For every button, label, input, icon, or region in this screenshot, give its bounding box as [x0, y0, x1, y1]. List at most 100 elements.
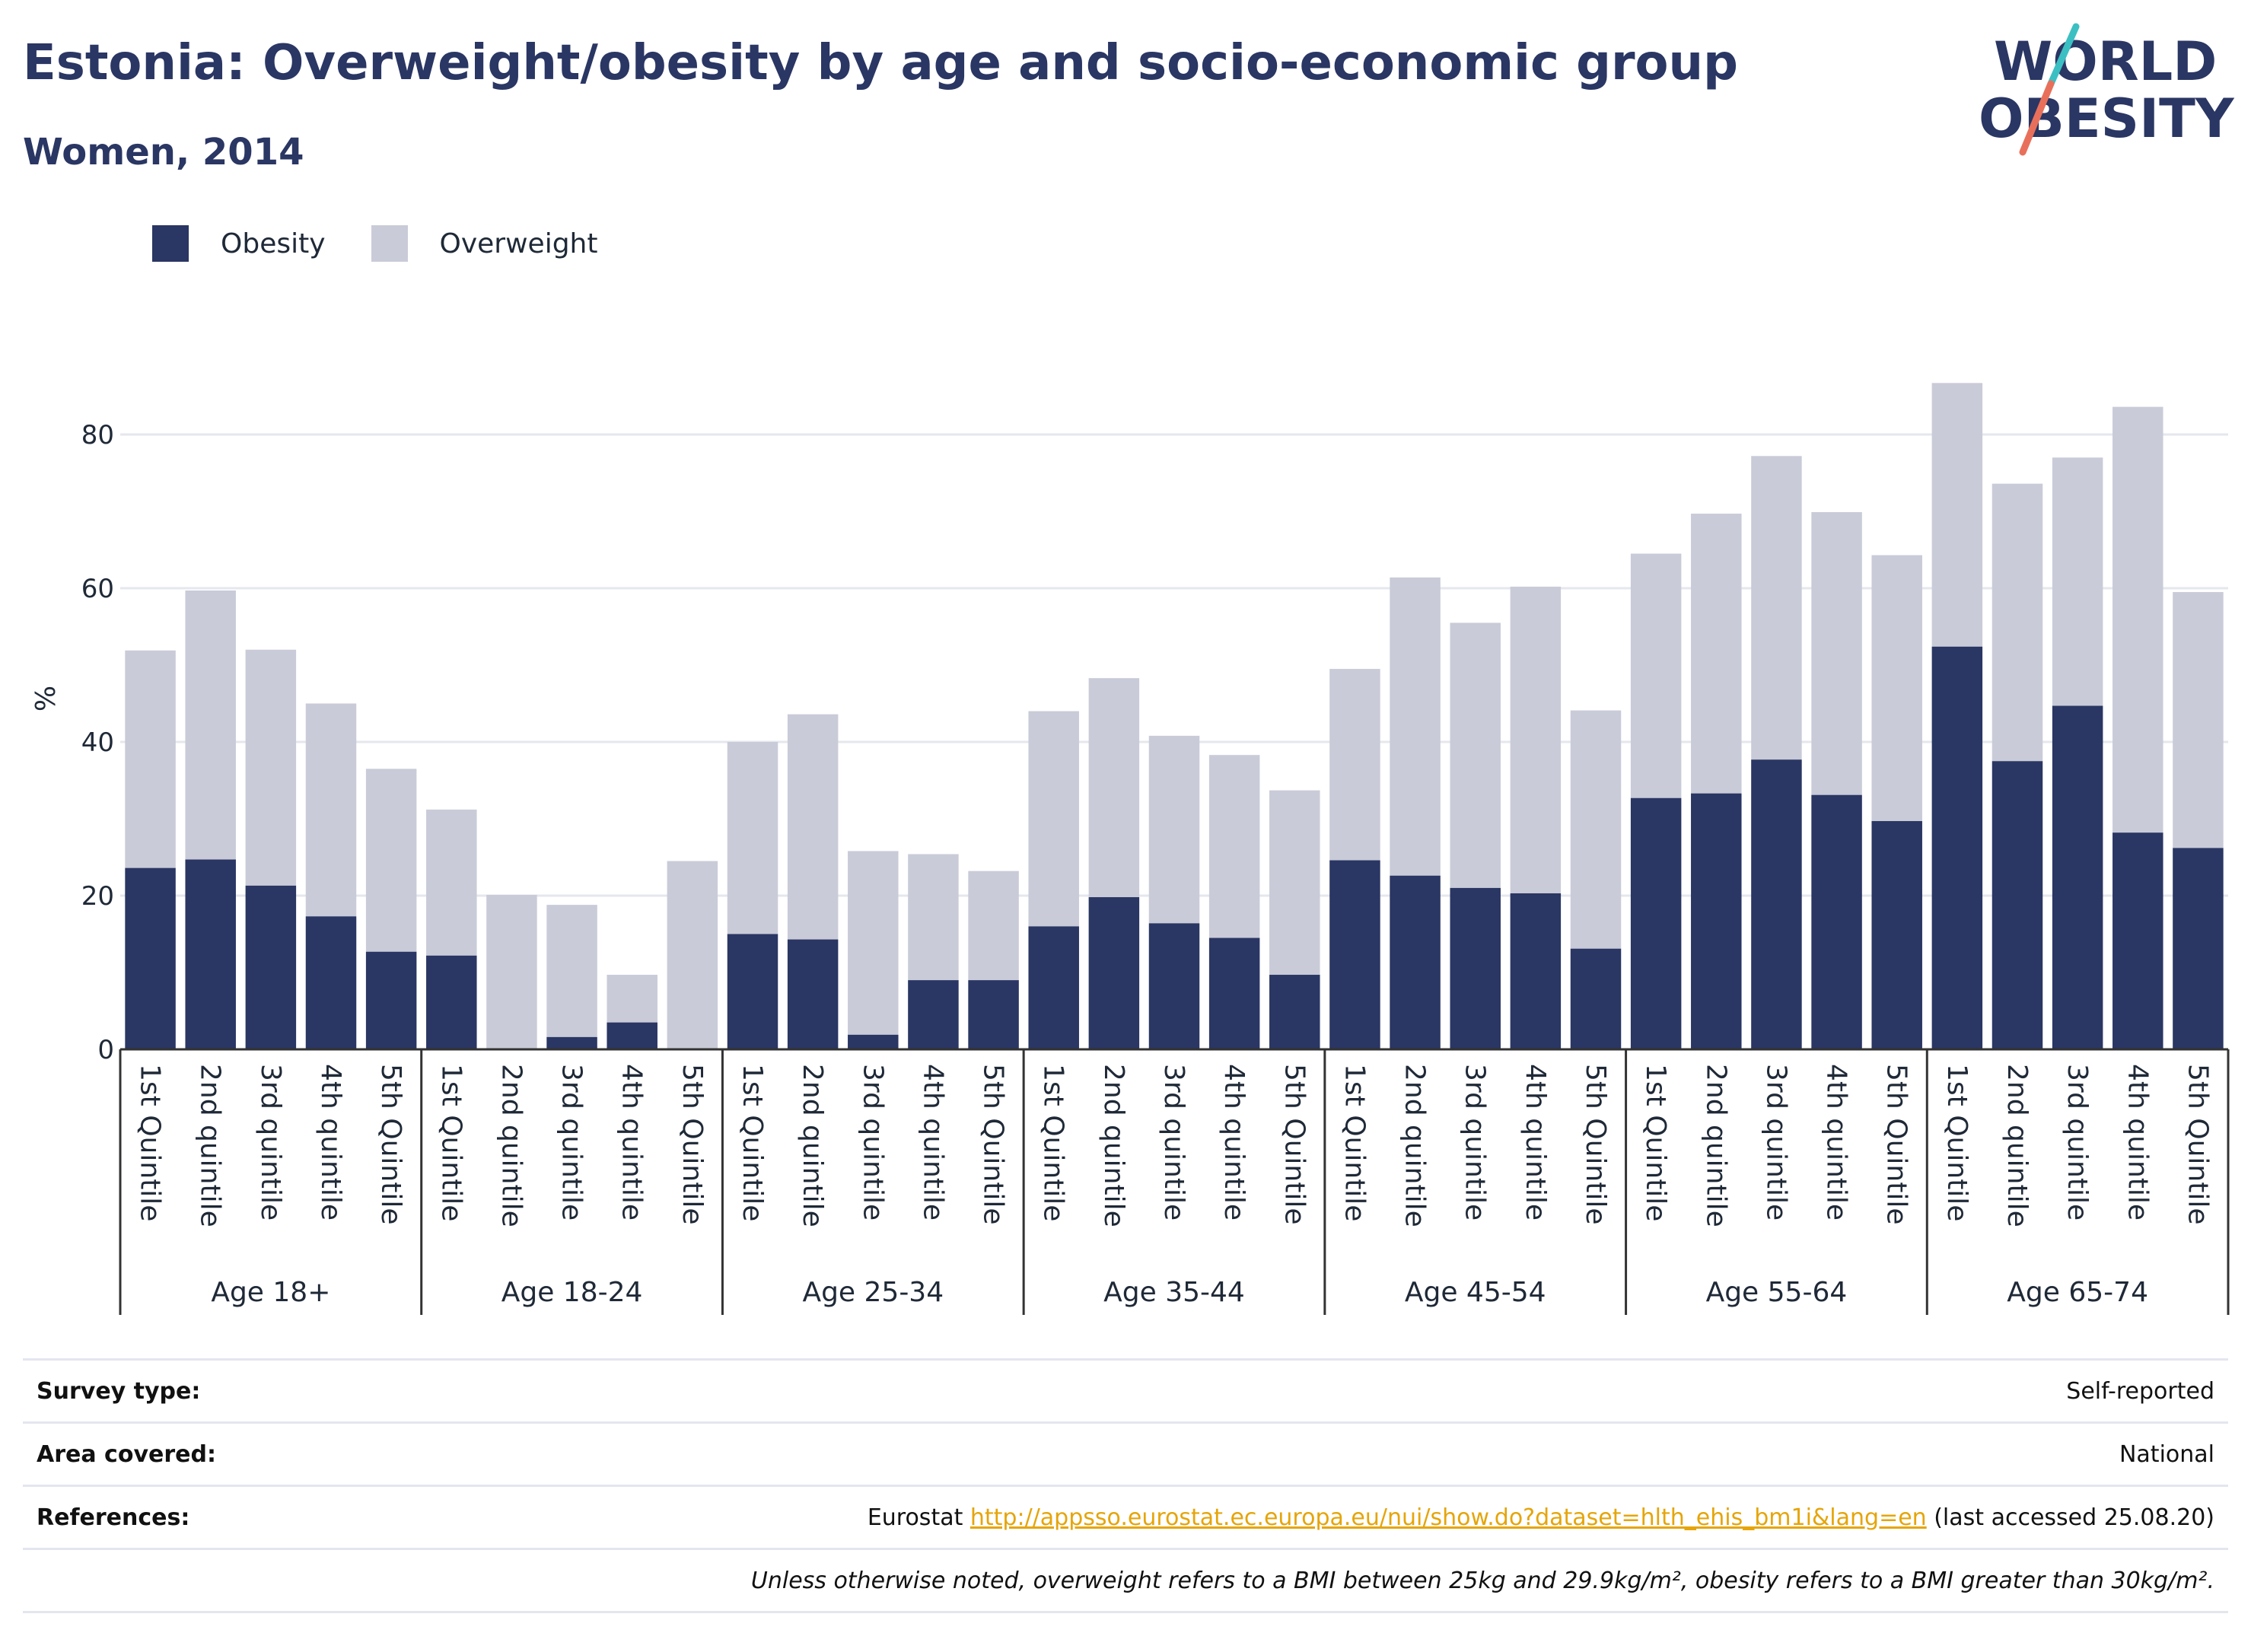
x-tick-label: 5th Quintile: [375, 1064, 406, 1225]
legend-swatch-overweight: [371, 225, 408, 262]
bar-obesity: [2052, 705, 2103, 1049]
x-tick-label: 2nd quintile: [2001, 1064, 2033, 1227]
chart-title: Estonia: Overweight/obesity by age and s…: [23, 35, 1738, 91]
x-tick-label: 5th Quintile: [677, 1064, 708, 1225]
x-tick-label: 3rd quintile: [2062, 1064, 2093, 1221]
bar-overweight: [1269, 790, 1320, 976]
bar-obesity: [1269, 975, 1320, 1049]
x-tick-label: 2nd quintile: [797, 1064, 828, 1227]
bar-obesity: [1329, 860, 1380, 1049]
bar-obesity: [245, 885, 297, 1049]
bar-overweight: [1450, 622, 1501, 888]
bar-overweight: [667, 861, 718, 1049]
survey-type-value: Self-reported: [2066, 1377, 2214, 1405]
bar-obesity: [1148, 923, 1200, 1049]
x-tick-label: 1st Quintile: [1941, 1064, 1972, 1221]
bar-overweight: [908, 854, 959, 981]
bar-obesity: [1390, 875, 1441, 1049]
x-tick-label: 1st Quintile: [435, 1064, 466, 1221]
y-tick-label: 0: [97, 1035, 114, 1065]
bar-overweight: [1751, 456, 1802, 760]
bars: [125, 383, 2224, 1049]
bar-overweight: [1329, 669, 1380, 861]
bar-obesity: [727, 934, 778, 1049]
x-tick-label: 3rd quintile: [556, 1064, 587, 1221]
x-tick-label: 5th Quintile: [1278, 1064, 1310, 1225]
bar-obesity: [305, 916, 357, 1049]
info-row-note: Unless otherwise noted, overweight refer…: [23, 1548, 2228, 1613]
bar-obesity: [1208, 937, 1260, 1049]
bar-overweight: [1510, 586, 1562, 893]
bar-overweight: [1691, 514, 1742, 794]
bar-obesity: [2173, 848, 2224, 1049]
legend-label-obesity: Obesity: [221, 228, 326, 259]
legend-label-overweight: Overweight: [439, 228, 598, 259]
x-tick-label: 3rd quintile: [1158, 1064, 1189, 1221]
bar-overweight: [1390, 577, 1441, 876]
x-tick-label: 2nd quintile: [195, 1064, 226, 1227]
bar-overweight: [968, 871, 1019, 981]
y-axis-label: %: [30, 686, 62, 711]
bar-overweight: [1208, 755, 1260, 938]
x-tick-label: 3rd quintile: [1760, 1064, 1791, 1221]
bar-overweight: [1148, 735, 1200, 924]
bar-overweight: [727, 742, 778, 934]
bar-obesity: [1088, 897, 1140, 1049]
bar-overweight: [607, 975, 657, 1023]
bar-obesity: [1811, 794, 1862, 1049]
logo-slash-bottom: [2019, 80, 2055, 156]
y-tick-label: 40: [81, 727, 114, 758]
bar-overweight: [125, 650, 176, 868]
bar-overweight: [1811, 512, 1862, 795]
bar-obesity: [607, 1022, 657, 1049]
bar-obesity: [1510, 893, 1562, 1049]
logo-text-line1: WORLD: [1994, 30, 2217, 93]
bar-obesity: [1992, 761, 2043, 1049]
bar-obesity: [1691, 793, 1742, 1049]
bar-overweight: [1088, 678, 1140, 898]
bar-obesity: [1028, 926, 1079, 1049]
x-tick-label: 4th quintile: [1821, 1064, 1852, 1221]
legend-item-obesity: Obesity: [152, 225, 326, 262]
stacked-bar-chart: 0 20 40 60 80 % 1st Quintile 2nd quintile 3rd …: [30, 383, 2230, 1315]
info-table: Survey type: Self-reported Area covered:…: [23, 1358, 2228, 1613]
x-tick-label: 1st Quintile: [1038, 1064, 1069, 1221]
bar-overweight: [305, 703, 357, 917]
area-covered-label: Area covered:: [37, 1440, 216, 1468]
x-group-label: Age 18-24: [501, 1277, 643, 1308]
bar-overweight: [1028, 711, 1079, 927]
bar-obesity: [426, 955, 477, 1049]
bar-overweight: [2173, 592, 2224, 848]
x-tick-label: 4th quintile: [616, 1064, 648, 1221]
bar-obesity: [1450, 887, 1501, 1049]
x-tick-label: 3rd quintile: [1460, 1064, 1491, 1221]
x-tick-label: 5th Quintile: [1580, 1064, 1611, 1225]
x-tick-label: 2nd quintile: [1700, 1064, 1731, 1227]
x-tick-label: 4th quintile: [315, 1064, 346, 1221]
bar-obesity: [185, 859, 236, 1049]
info-row-survey-type: Survey type: Self-reported: [23, 1358, 2228, 1421]
bar-overweight: [185, 590, 236, 860]
y-tick-label: 20: [81, 881, 114, 912]
bar-obesity: [968, 980, 1019, 1049]
bar-obesity: [1931, 646, 1983, 1049]
area-covered-value: National: [2119, 1440, 2214, 1468]
x-tick-label: 2nd quintile: [1098, 1064, 1129, 1227]
x-tick-label: 1st Quintile: [135, 1064, 166, 1221]
info-row-references: References: Eurostat http://appsso.euros…: [23, 1485, 2228, 1548]
legend-item-overweight: Overweight: [371, 225, 598, 262]
x-tick-label: 4th quintile: [917, 1064, 948, 1221]
info-row-area-covered: Area covered: National: [23, 1421, 2228, 1485]
references-value: Eurostat http://appsso.eurostat.ec.europ…: [868, 1504, 2228, 1531]
references-link[interactable]: http://appsso.eurostat.ec.europa.eu/nui/…: [969, 1504, 1927, 1531]
bar-overweight: [2113, 406, 2163, 833]
bar-overweight: [1630, 553, 1682, 798]
bar-overweight: [1931, 383, 1983, 647]
world-obesity-logo: WORLD OBESITY: [1979, 23, 2235, 156]
bar-overweight: [546, 905, 597, 1037]
x-group-label: Age 18+: [211, 1277, 330, 1308]
x-tick-label: 1st Quintile: [1640, 1064, 1671, 1221]
legend-swatch-obesity: [152, 225, 189, 262]
bar-overweight: [245, 649, 297, 886]
x-tick-label: 2nd quintile: [1399, 1064, 1431, 1227]
